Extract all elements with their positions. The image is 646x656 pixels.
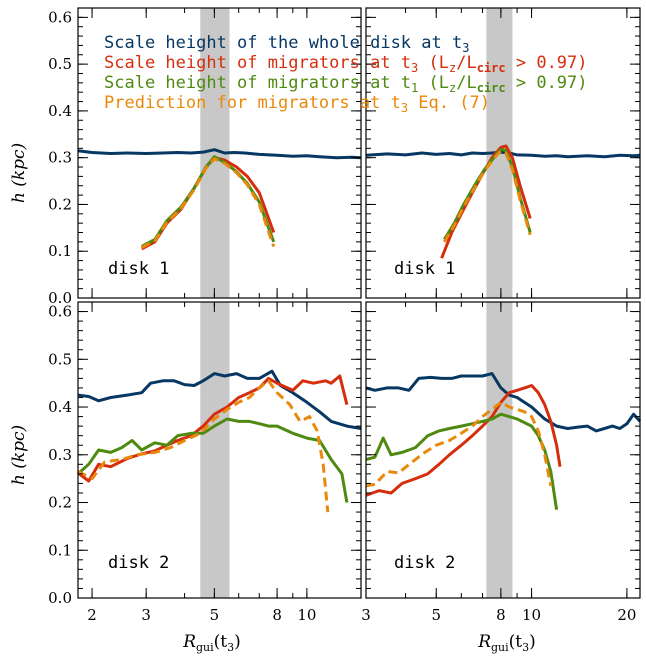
- series-line-migr_t3: [440, 144, 532, 259]
- ylabel-top: h (kpc): [9, 143, 29, 203]
- ylabel-bottom: h (kpc): [9, 425, 29, 485]
- x-tick-label: 10: [522, 606, 541, 624]
- y-tick-label: 0.2: [48, 494, 72, 512]
- x-tick-label: 2: [87, 606, 97, 624]
- series-line-migr_t1: [76, 417, 349, 503]
- panel-bottom-right: 3 5 8 10 20 disk 2: [361, 301, 642, 624]
- y-tick-label: 0.2: [48, 195, 72, 213]
- legend-prediction: Prediction for migrators at t3 Eq. (7): [104, 93, 490, 115]
- y-tick-label: 0.6: [48, 303, 72, 321]
- plot-frame: [365, 301, 641, 599]
- legend-migr-t3: Scale height of migrators at t3 (Lz/Lcir…: [104, 53, 588, 75]
- series-line-whole: [365, 372, 642, 433]
- y-tick-label: 0.1: [48, 242, 72, 260]
- series-line-whole: [77, 369, 362, 430]
- legend-whole: Scale height of the whole disk at t3: [104, 33, 469, 55]
- panel-label: disk 1: [108, 259, 169, 279]
- y-tick-label: 0.5: [48, 350, 72, 368]
- y-tick-label: 0.4: [48, 398, 72, 416]
- y-tick-label: 0.0: [48, 589, 72, 607]
- plot-frame: [365, 7, 641, 299]
- xlabel-right: Rgui(t3): [477, 632, 536, 654]
- y-tick-label: 0.0: [48, 289, 72, 307]
- panel-label: disk 1: [394, 259, 455, 279]
- series-line-migr_t3: [365, 384, 562, 497]
- shaded-band: [486, 302, 513, 598]
- shaded-band: [200, 302, 230, 598]
- y-tick-label: 0.5: [48, 55, 72, 73]
- legend: Scale height of the whole disk at t3 Sca…: [104, 33, 588, 115]
- xlabel-left: Rgui(t3): [182, 632, 241, 654]
- series-line-pred: [77, 379, 330, 513]
- legend-migr-t1: Scale height of migrators at t1 (Lz/Lcir…: [104, 73, 588, 95]
- y-tick-label: 0.3: [48, 446, 72, 464]
- panel-top-left: 0.0 0.1 0.2 0.3 0.4 0.5 0.6 disk 1: [48, 7, 362, 307]
- x-tick-label: 20: [617, 606, 636, 624]
- series-line-migr_t1: [365, 412, 559, 510]
- x-tick-label: 3: [361, 606, 371, 624]
- x-tick-label: 5: [431, 606, 441, 624]
- x-tick-label: 8: [496, 606, 506, 624]
- series-line-pred: [443, 149, 532, 243]
- y-tick-label: 0.1: [48, 541, 72, 559]
- plot-frame: [77, 301, 362, 599]
- x-tick-label: 10: [297, 606, 316, 624]
- panel-label: disk 2: [108, 553, 169, 573]
- panel-top-right: disk 1: [365, 7, 641, 299]
- x-tick-label: 8: [272, 606, 282, 624]
- y-tick-label: 0.6: [48, 8, 72, 26]
- y-tick-label: 0.4: [48, 102, 72, 120]
- y-tick-label: 0.3: [48, 149, 72, 167]
- series-line-pred: [365, 400, 553, 488]
- series-line-whole: [77, 148, 362, 160]
- x-tick-label: 3: [141, 606, 151, 624]
- plot-frame: [77, 7, 362, 299]
- panel-bottom-left: 0.0 0.1 0.2 0.3 0.4 0.5 0.6 2 3 5 8 10 disk 2: [48, 301, 362, 624]
- x-tick-label: 5: [210, 606, 220, 624]
- panel-label: disk 2: [394, 553, 455, 573]
- series-line-pred: [141, 157, 276, 249]
